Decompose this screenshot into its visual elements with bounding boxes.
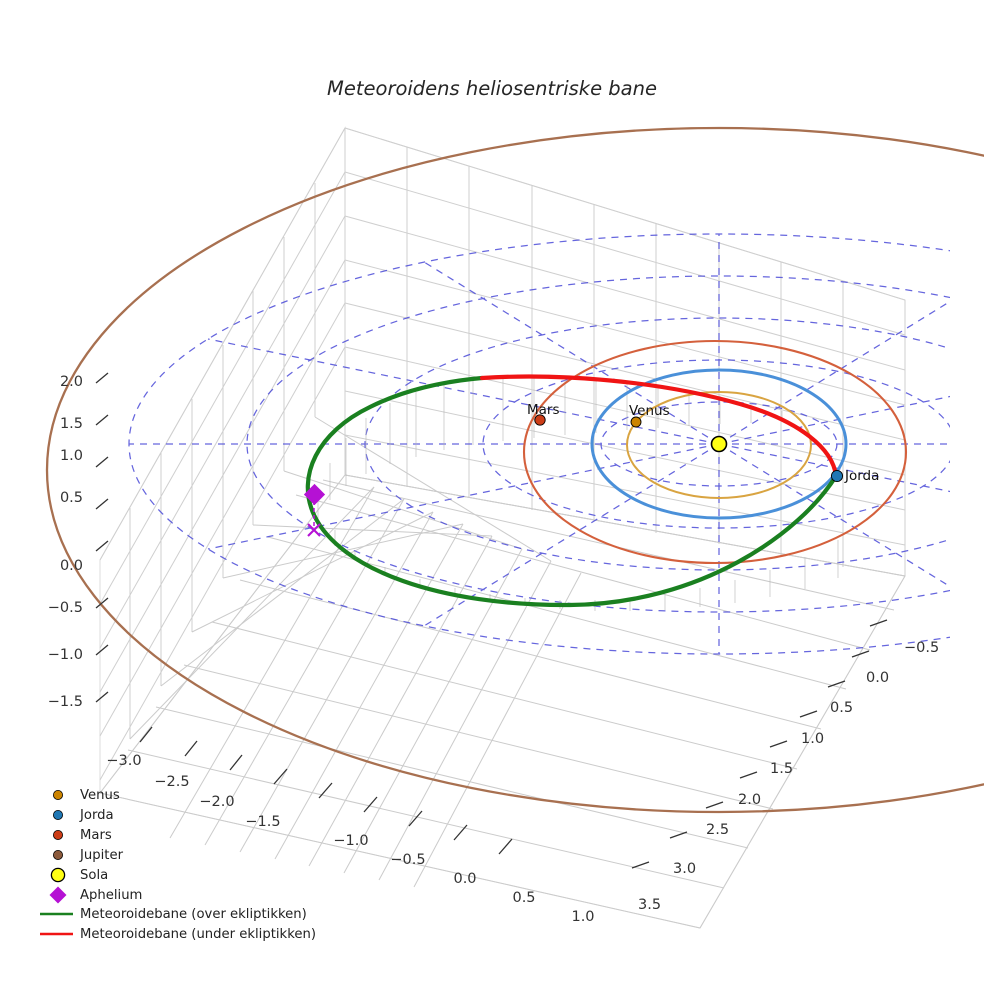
left-wall-gridlines (99, 127, 346, 781)
x-tick-8 (498, 838, 513, 855)
y-tick-label-4: 1.5 (770, 761, 793, 777)
jorda-marker (830, 469, 844, 483)
legend-item-aphelium[interactable]: Aphelium (49, 886, 143, 904)
x-tick-label-8: 1.0 (571, 909, 594, 925)
jorda-dot-icon (53, 810, 64, 821)
mars-label: Mars (527, 402, 560, 418)
x-tick-0 (139, 726, 153, 743)
orbit-stem-lines (317, 375, 839, 611)
z-tick-3 (95, 498, 109, 510)
venus-dot-icon (53, 790, 64, 801)
y-tick-4 (769, 740, 788, 748)
x-tick-label-2: −2.0 (199, 794, 234, 810)
sola-dot-icon (50, 867, 66, 883)
z-tick-5 (95, 597, 109, 609)
y-axis: −0.5 0.0 0.5 1.0 1.5 2.0 2.5 3.0 3.5 (631, 619, 939, 913)
y-tick-6 (705, 801, 724, 809)
mars-orbit (522, 339, 908, 565)
legend-item-meteoroid-above[interactable]: Meteoroidebane (over ekliptikken) (40, 907, 307, 922)
legend-item-meteoroid-below[interactable]: Meteoroidebane (under ekliptikken) (40, 927, 316, 942)
z-tick-6 (95, 644, 109, 656)
y-tick-label-7: 3.0 (673, 861, 696, 877)
y-tick-label-2: 0.5 (830, 700, 853, 716)
z-tick-1 (95, 414, 109, 426)
x-tick-label-0: −3.0 (106, 753, 141, 769)
legend-label-jupiter: Jupiter (79, 848, 124, 863)
jupiter-orbit (46, 126, 984, 814)
aphelium-projection-x-icon (307, 523, 321, 537)
y-tick-label-6: 2.5 (706, 822, 729, 838)
x-tick-6 (408, 810, 423, 827)
y-tick-label-3: 1.0 (801, 731, 824, 747)
jorda-label: Jorda (844, 468, 879, 484)
z-tick-0 (95, 372, 109, 384)
x-tick-3 (273, 768, 288, 785)
legend-item-jorda[interactable]: Jorda (53, 808, 114, 823)
y-tick-label-5: 2.0 (738, 792, 761, 808)
legend-item-venus[interactable]: Venus (53, 788, 120, 803)
jupiter-dot-icon (53, 850, 64, 861)
z-tick-4 (95, 540, 109, 552)
x-tick-label-3: −1.5 (245, 814, 280, 830)
z-tick-label-7: −1.5 (48, 694, 83, 710)
legend-label-mars: Mars (80, 828, 112, 843)
legend-label-jorda: Jorda (79, 808, 114, 823)
z-tick-label-4: 0.0 (60, 558, 83, 574)
z-tick-7 (95, 691, 109, 703)
z-axis: 2.0 1.5 1.0 0.5 0.0 −0.5 −1.0 −1.5 (48, 372, 109, 710)
legend-label-meteoroid-below: Meteoroidebane (under ekliptikken) (80, 927, 316, 942)
z-tick-2 (95, 456, 109, 468)
legend-label-venus: Venus (80, 788, 120, 803)
y-tick-2 (827, 680, 846, 688)
mars-marker (534, 414, 546, 426)
x-tick-label-5: −0.5 (390, 852, 425, 868)
venus-label: Venus (629, 403, 670, 419)
z-tick-label-1: 1.5 (60, 416, 83, 432)
legend-label-meteoroid-above: Meteoroidebane (over ekliptikken) (80, 907, 307, 922)
x-tick-label-7: 0.5 (512, 890, 535, 906)
mars-dot-icon (53, 830, 64, 841)
legend-label-sola: Sola (80, 868, 108, 883)
legend-label-aphelium: Aphelium (80, 888, 142, 903)
y-tick-0 (869, 619, 888, 627)
x-tick-2 (229, 754, 243, 771)
y-tick-label-1: 0.0 (866, 670, 889, 686)
legend-item-mars[interactable]: Mars (53, 828, 112, 843)
legend-item-jupiter[interactable]: Jupiter (53, 848, 124, 863)
x-tick-1 (184, 740, 198, 757)
ecliptic-polar-grid (128, 233, 950, 655)
jorda-orbit (590, 368, 848, 520)
venus-orbit (626, 391, 812, 499)
sola-marker (710, 435, 728, 453)
z-tick-label-3: 0.5 (60, 490, 83, 506)
x-axis: −3.0 −2.5 −2.0 −1.5 −1.0 −0.5 0.0 0.5 1.… (106, 726, 595, 925)
legend: Venus Jorda Mars Jupiter Sola Aphelium (40, 788, 316, 942)
aphelium-diamond-legend-icon (49, 886, 67, 904)
x-tick-label-1: −2.5 (154, 774, 189, 790)
z-tick-label-5: −0.5 (48, 600, 83, 616)
y-tick-1 (851, 650, 870, 658)
legend-item-sola[interactable]: Sola (50, 867, 108, 883)
x-tick-5 (363, 796, 378, 813)
meteoroid-orbit-above-ecliptic (305, 375, 839, 608)
y-tick-label-0: −0.5 (904, 640, 939, 656)
z-tick-label-0: 2.0 (60, 374, 83, 390)
y-tick-label-8: 3.5 (638, 897, 661, 913)
venus-marker (630, 416, 642, 428)
page-title: Meteoroidens heliosentriske bane (327, 77, 657, 100)
z-tick-label-6: −1.0 (48, 647, 83, 663)
x-tick-7 (453, 824, 468, 841)
back-wall-gridlines (344, 127, 906, 577)
x-tick-label-4: −1.0 (333, 833, 368, 849)
meteoroid-orbit-below-ecliptic (479, 374, 839, 479)
x-tick-4 (318, 782, 333, 799)
y-tick-8 (631, 861, 650, 869)
y-tick-5 (739, 771, 758, 779)
y-tick-3 (799, 710, 818, 718)
z-tick-label-2: 1.0 (60, 448, 83, 464)
y-tick-7 (669, 831, 688, 839)
x-tick-label-6: 0.0 (453, 871, 476, 887)
